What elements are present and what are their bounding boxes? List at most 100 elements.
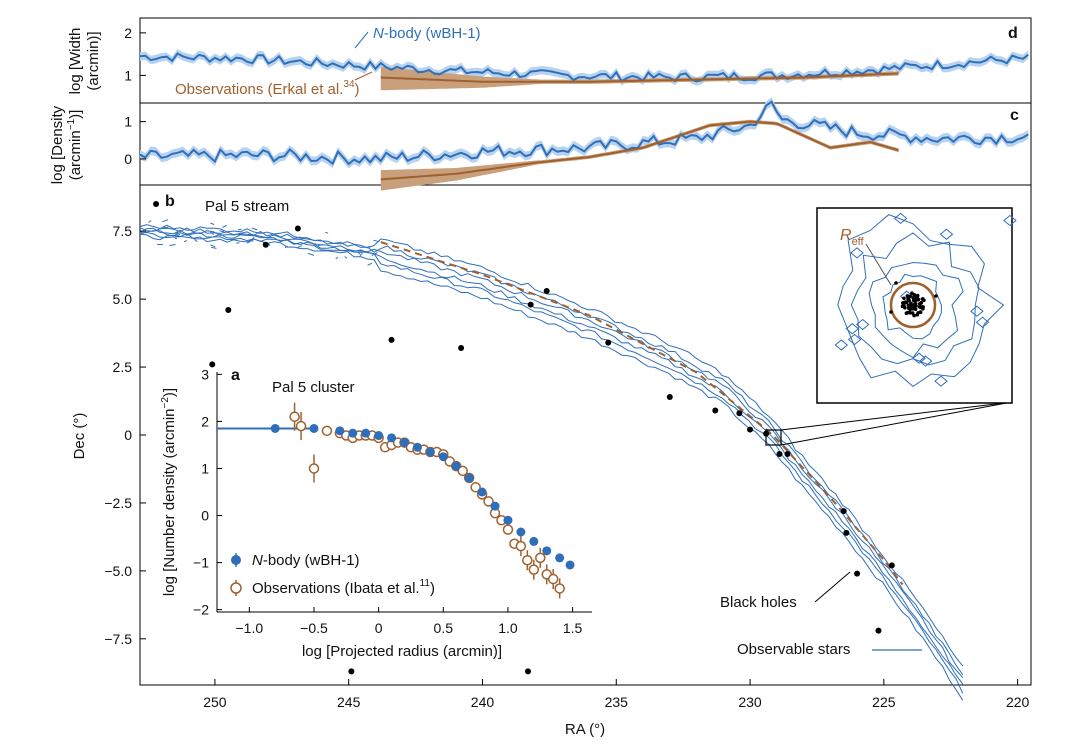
obs-label-main: Observations (Erkal et al. (175, 81, 343, 98)
inset-star-dot (919, 305, 924, 309)
panel-d-obs-label: Observations (Erkal et al.34) (175, 79, 360, 98)
legend-obs-sup: 11 (420, 578, 431, 589)
xtick-label: 0 (375, 620, 383, 636)
inset-contour-blob (834, 339, 849, 351)
stream-fragment (284, 245, 288, 249)
stream-fragment (317, 243, 324, 247)
obs-label-close: ) (355, 81, 360, 98)
inset-star-dot (908, 307, 912, 312)
stream-fragment (335, 256, 339, 260)
stream-fragment (230, 238, 236, 241)
black-hole-dot (888, 562, 895, 569)
inset-contour-blob (934, 375, 948, 387)
nbody-marker (361, 428, 371, 438)
ytick-label: −7.5 (104, 631, 132, 647)
nbody-line-c (139, 100, 1029, 166)
obs-marker (321, 425, 333, 437)
nbody-marker (425, 447, 435, 457)
stream-fragment (237, 233, 242, 236)
xtick-label: 1.5 (563, 620, 583, 636)
black-hole-dot (605, 339, 612, 346)
inset-contour-ring (850, 232, 980, 366)
panel-a-xlabel: log [Projected radius (arcmin)] (302, 643, 502, 660)
panel-d-obs-leader (354, 71, 373, 81)
inset-contour-blob (855, 318, 870, 331)
black-hole-dot (209, 361, 216, 368)
stream-fragment (307, 252, 315, 256)
inset-contour-blob (939, 228, 954, 240)
xtick-label: 0.5 (434, 620, 454, 636)
inset-contour-blob (1003, 214, 1017, 227)
reff-sub: eff (852, 236, 865, 248)
panel-b-letter: b (165, 193, 175, 210)
panel-a-ylabel: log [Number density (arcmin−2)] (160, 388, 178, 596)
panel-b-title: Pal 5 stream (205, 198, 289, 215)
ytick-label: −1 (193, 555, 209, 571)
black-hole-dot (747, 426, 754, 433)
obs-marker (308, 463, 320, 474)
c-ylabel-sup: −1 (66, 118, 77, 130)
stream-fragment (251, 227, 258, 231)
nbody-marker (464, 473, 474, 483)
ytick-label: 1 (124, 67, 132, 83)
obs-marker (515, 540, 527, 552)
stream-fragment (237, 228, 242, 231)
ytick-label: 7.5 (113, 223, 133, 239)
black-hole-dot (736, 410, 743, 417)
xtick-label: −1.0 (236, 620, 264, 636)
obs-label-sup: 34 (343, 79, 355, 90)
legend-nbody-rest: -body (wBH-1) (263, 552, 360, 569)
nbody-marker (374, 431, 384, 441)
obs-marker (547, 573, 559, 585)
stream-fragment (371, 252, 378, 256)
inset-star-dot (904, 311, 909, 316)
inset-contour-blob (970, 305, 984, 317)
reff-leader (865, 243, 892, 286)
nbody-marker (412, 442, 422, 452)
black-hole-dot (458, 345, 465, 352)
nbody-marker (565, 560, 575, 570)
observable-stars-annotation: Observable stars (737, 641, 850, 658)
ytick-label: −5.0 (104, 563, 132, 579)
stream-fragment (210, 222, 215, 225)
inset-contour-blob (845, 323, 860, 335)
inset-star-dot (889, 310, 893, 314)
panel-c-ylabel-line2: (arcmin−1)] (66, 110, 84, 181)
stream-fragment (373, 239, 380, 243)
panel-c: 10 log [Density (arcmin−1)] c (49, 97, 1029, 191)
stream-fragment (169, 244, 176, 246)
panel-a-nbody-points (270, 423, 575, 570)
a-ylabel-close: )] (161, 388, 178, 397)
stream-fragment (325, 231, 329, 234)
black-hole-dot (225, 307, 232, 313)
panel-c-frame (139, 102, 1032, 186)
black-hole-dot (294, 225, 301, 232)
panel-c-yticks: 10 (124, 114, 146, 167)
ytick-label: 3 (201, 366, 209, 382)
stream-contour-line (139, 224, 964, 667)
panel-a: −1.0 −0.5 0 0.5 1.0 1.5 3 2 1 0 −1 −2 a Pal 5 clust… (160, 366, 592, 660)
panel-d-yticks: 21 (124, 25, 146, 83)
observed-track-dashed (380, 241, 904, 586)
black-holes-annotation: Black holes (720, 594, 797, 611)
a-ylabel-main: log [Number density (arcmin (161, 409, 178, 597)
panel-a-legend: N-body (wBH-1) Observations (Ibata et al… (230, 552, 435, 597)
xtick-label: 240 (471, 694, 495, 710)
stream-fragment (210, 244, 216, 248)
inset-contour-blob (912, 352, 926, 364)
ytick-label: 5.0 (113, 291, 133, 307)
inset-contour-blob (918, 355, 933, 367)
panel-c-ylabel-line1: log [Density (49, 105, 66, 184)
legend-nbody-marker (231, 555, 241, 565)
nbody-marker (348, 428, 358, 438)
nbody-band-c (140, 97, 1029, 169)
nbody-marker (451, 461, 461, 471)
xtick-label: 1.0 (498, 620, 518, 636)
inset-star-dot (910, 291, 914, 296)
inset-star-dot (919, 301, 924, 305)
nbody-marker (270, 423, 280, 433)
inset-star-dot (916, 311, 920, 315)
stream-fragment (183, 240, 188, 243)
ytick-label: 0 (201, 508, 209, 524)
